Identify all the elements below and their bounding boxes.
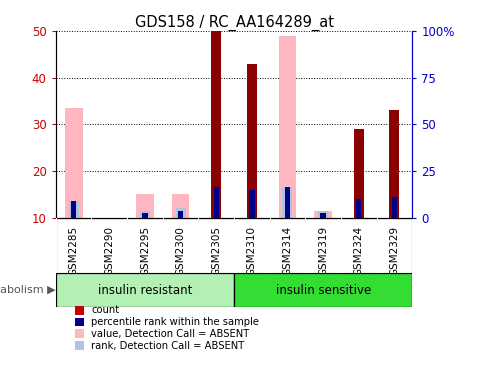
Bar [139, 211, 150, 218]
Text: GSM2319: GSM2319 [318, 226, 328, 276]
Bar [233, 273, 411, 307]
Text: metabolism ▶: metabolism ▶ [0, 285, 56, 295]
Bar [278, 36, 296, 218]
Bar [56, 273, 233, 307]
Text: GSM2324: GSM2324 [353, 226, 363, 276]
Text: insulin resistant: insulin resistant [97, 284, 192, 296]
Bar [68, 201, 78, 218]
Bar [249, 190, 254, 218]
Bar [353, 129, 363, 218]
Text: GSM2295: GSM2295 [139, 226, 150, 276]
Bar [142, 213, 147, 218]
Bar [314, 211, 332, 218]
Bar [171, 194, 189, 218]
Title: GDS158 / RC_AA164289_at: GDS158 / RC_AA164289_at [134, 15, 333, 31]
Text: value, Detection Call = ABSENT: value, Detection Call = ABSENT [91, 329, 249, 339]
Text: GSM2314: GSM2314 [282, 226, 292, 276]
Bar [355, 199, 361, 218]
Bar [213, 187, 218, 218]
Text: GSM2305: GSM2305 [211, 226, 221, 276]
Bar [318, 211, 328, 218]
Text: GSM2290: GSM2290 [104, 226, 114, 276]
Bar [175, 208, 185, 218]
Bar [71, 201, 76, 218]
Bar [320, 213, 325, 218]
Text: GSM2300: GSM2300 [175, 226, 185, 276]
Text: GSM2285: GSM2285 [68, 226, 78, 276]
Bar [284, 187, 289, 218]
Bar [64, 108, 82, 218]
Bar [389, 111, 399, 218]
Text: rank, Detection Call = ABSENT: rank, Detection Call = ABSENT [91, 340, 244, 351]
Bar [211, 31, 221, 218]
Bar [136, 194, 153, 218]
Bar [178, 211, 183, 218]
Text: GSM2310: GSM2310 [246, 226, 257, 276]
Bar [391, 197, 396, 218]
Text: GSM2329: GSM2329 [389, 226, 399, 276]
Text: insulin sensitive: insulin sensitive [275, 284, 370, 296]
Bar [246, 64, 257, 218]
Text: count: count [91, 305, 119, 315]
Bar [282, 187, 292, 218]
Text: percentile rank within the sample: percentile rank within the sample [91, 317, 258, 327]
